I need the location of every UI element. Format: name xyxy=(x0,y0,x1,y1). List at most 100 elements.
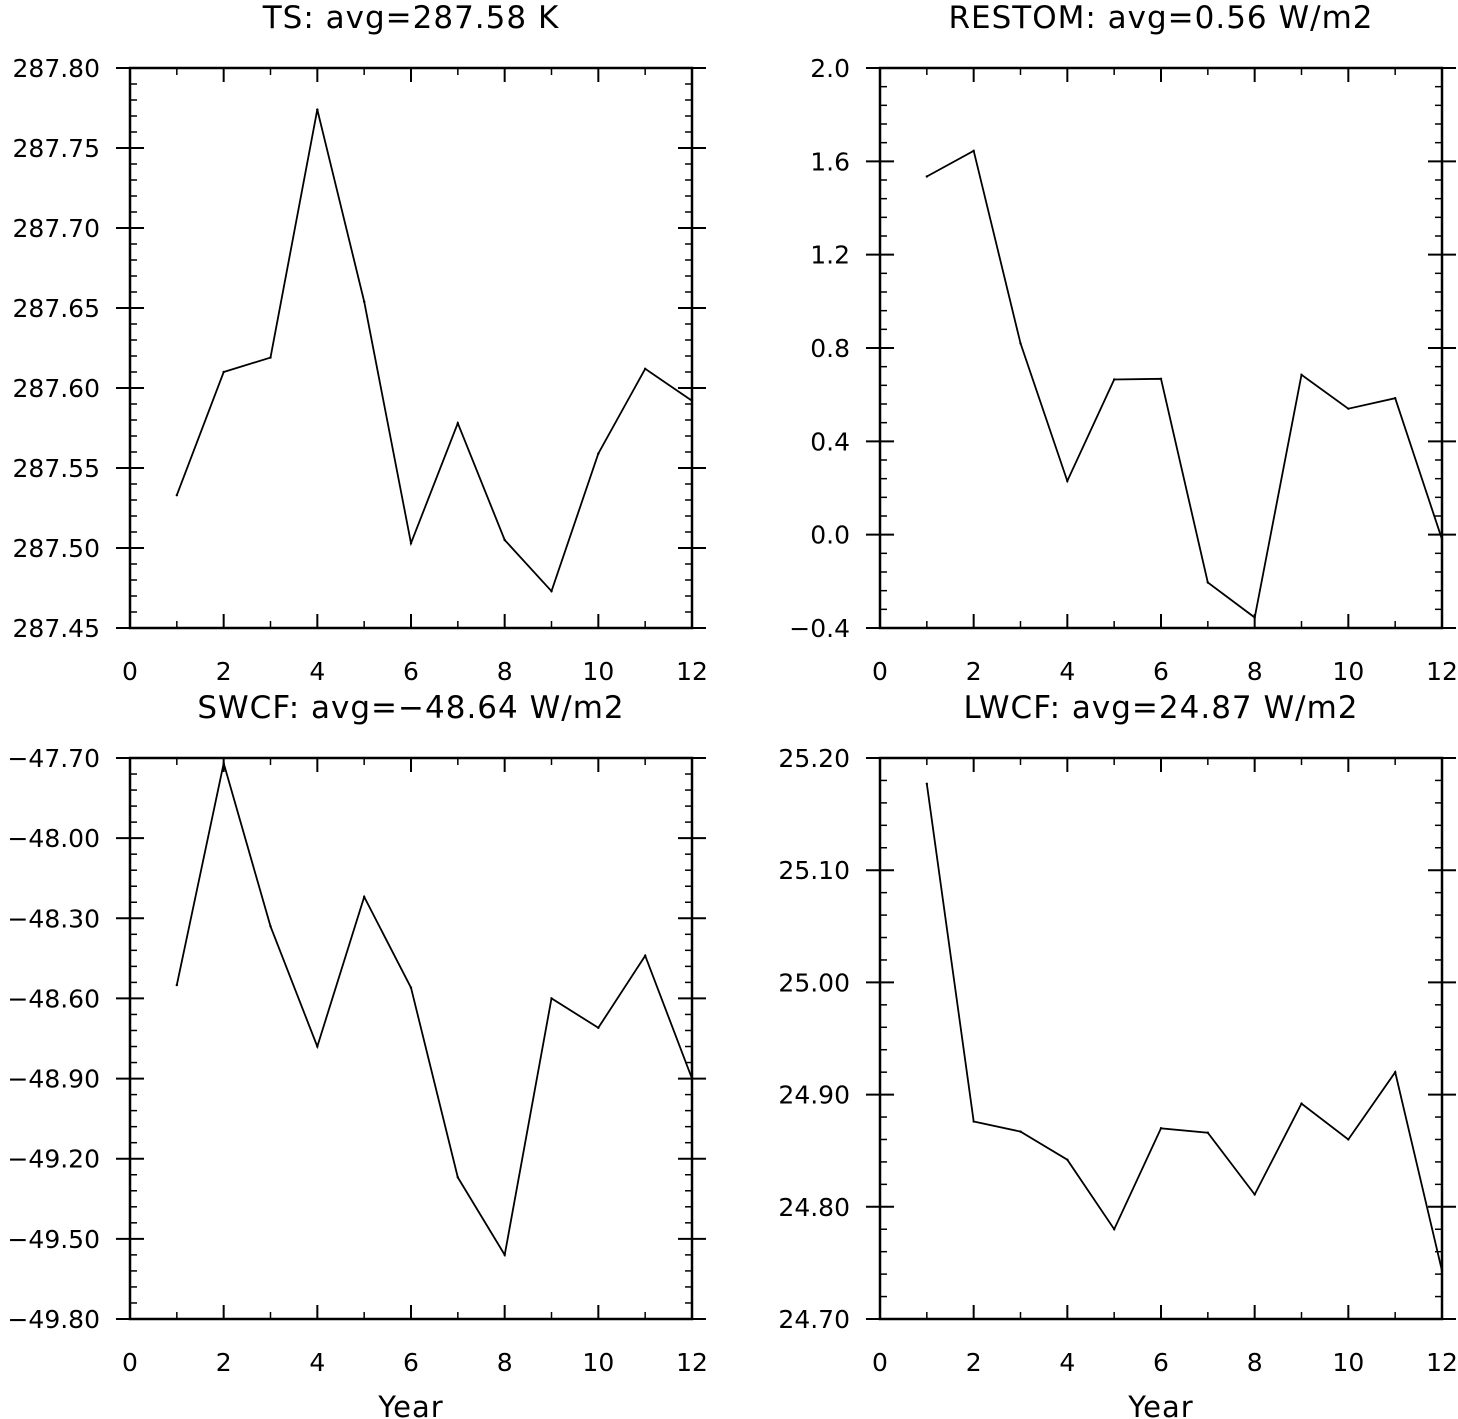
data-point xyxy=(550,590,553,593)
y-tick-label: 1.2 xyxy=(810,241,850,270)
data-point xyxy=(925,175,929,178)
x-tick-label: 4 xyxy=(1059,1348,1075,1377)
x-axis-label: Year xyxy=(1127,1390,1193,1419)
x-tick-label: 4 xyxy=(309,1348,325,1377)
data-point xyxy=(1253,1193,1256,1196)
y-tick-label: 2.0 xyxy=(810,54,850,83)
data-point xyxy=(409,986,413,989)
panel-title-swcf: SWCF: avg=−48.64 W/m2 xyxy=(197,690,624,726)
data-point xyxy=(1206,581,1210,584)
plot-frame-restom xyxy=(878,66,1444,630)
data-point xyxy=(1206,1131,1210,1134)
y-tick-label: −49.20 xyxy=(7,1145,100,1174)
data-point xyxy=(503,538,506,542)
data-point xyxy=(972,1120,975,1123)
data-point xyxy=(362,300,366,303)
data-point xyxy=(362,895,366,899)
data-point xyxy=(1300,373,1303,377)
x-tick-label: 12 xyxy=(676,657,708,686)
y-tick-label: 0.8 xyxy=(810,334,850,363)
x-tick-label: 12 xyxy=(676,1348,708,1377)
x-axis-label: Year xyxy=(377,1390,443,1419)
data-point xyxy=(1112,378,1116,381)
y-tick-label: 25.00 xyxy=(778,968,850,997)
y-tick-label: −48.00 xyxy=(7,824,100,853)
data-point xyxy=(643,367,647,370)
data-point xyxy=(222,762,225,765)
y-tick-label: 25.10 xyxy=(778,856,850,885)
y-tick-label: 287.55 xyxy=(13,454,100,483)
data-point xyxy=(409,542,413,545)
data-point xyxy=(222,370,225,374)
y-tick-label: 287.45 xyxy=(13,614,100,643)
y-tick-label: −48.90 xyxy=(7,1065,100,1094)
x-tick-label: 12 xyxy=(1426,1348,1458,1377)
data-point xyxy=(690,1077,694,1080)
y-tick-label: 287.80 xyxy=(13,54,100,83)
data-point xyxy=(690,399,694,402)
data-point xyxy=(1253,616,1256,619)
data-point xyxy=(1393,1070,1397,1074)
panel-lwcf: LWCF: avg=24.87 W/m2 0 2 4 6 8 10 12 24.70 24.80 2… xyxy=(778,690,1457,1419)
data-point xyxy=(1112,1228,1116,1231)
y-tick-label: −49.80 xyxy=(7,1305,100,1334)
series-line-lwcf xyxy=(925,783,1443,1272)
x-tick-label: 8 xyxy=(497,657,513,686)
data-point xyxy=(1440,1269,1444,1272)
data-point xyxy=(1347,407,1350,410)
x-tick-label: 6 xyxy=(403,657,419,686)
x-tick-label: 10 xyxy=(1332,657,1364,686)
y-tick-label: −0.4 xyxy=(789,614,850,643)
data-point xyxy=(643,954,647,957)
x-tick-label: 10 xyxy=(582,657,614,686)
y-tick-label: 25.20 xyxy=(778,744,850,773)
y-tick-label: 0.4 xyxy=(810,427,850,456)
y-tick-label: 0.0 xyxy=(810,521,850,550)
x-tick-label: 8 xyxy=(1247,657,1263,686)
data-point xyxy=(456,1176,460,1179)
data-point xyxy=(1066,479,1069,483)
data-point xyxy=(269,356,272,359)
x-tick-label: 6 xyxy=(403,1348,419,1377)
panel-restom: RESTOM: avg=0.56 W/m2 0 2 4 6 8 10 12 −0.4 0.0 0.4… xyxy=(789,0,1458,686)
data-point xyxy=(925,782,929,786)
data-point xyxy=(550,997,553,1000)
data-point xyxy=(1019,342,1022,345)
panel-title-lwcf: LWCF: avg=24.87 W/m2 xyxy=(963,690,1358,726)
x-tick-label: 2 xyxy=(966,657,982,686)
x-tick-label: 0 xyxy=(872,1348,888,1377)
data-point xyxy=(316,1045,319,1048)
data-point xyxy=(456,422,460,425)
y-tick-label: 1.6 xyxy=(810,147,850,176)
data-point xyxy=(1440,538,1444,541)
data-point xyxy=(1393,396,1397,400)
data-point xyxy=(1159,377,1163,380)
data-point xyxy=(1066,1158,1069,1161)
y-tick-label: −49.50 xyxy=(7,1225,100,1254)
y-tick-label: 287.60 xyxy=(13,374,100,403)
data-point xyxy=(1159,1127,1163,1130)
data-point xyxy=(1019,1130,1022,1133)
data-point xyxy=(316,108,319,111)
x-tick-label: 0 xyxy=(122,657,138,686)
x-tick-label: 4 xyxy=(309,657,325,686)
x-tick-label: 6 xyxy=(1153,1348,1169,1377)
series-line-swcf xyxy=(175,763,693,1258)
data-point xyxy=(972,149,975,153)
x-tick-label: 4 xyxy=(1059,657,1075,686)
y-tick-label: 287.75 xyxy=(13,134,100,163)
plot-frame-swcf xyxy=(128,756,694,1321)
data-point xyxy=(175,494,179,497)
data-point xyxy=(503,1253,506,1257)
panel-swcf: SWCF: avg=−48.64 W/m2 0 2 4 6 8 10 12 −49.80 −49.… xyxy=(7,690,707,1419)
series-line-ts xyxy=(175,109,693,593)
x-tick-label: 2 xyxy=(216,657,232,686)
y-tick-label: −48.60 xyxy=(7,984,100,1013)
y-tick-label: 24.90 xyxy=(778,1081,850,1110)
x-tick-label: 2 xyxy=(966,1348,982,1377)
panel-title-restom: RESTOM: avg=0.56 W/m2 xyxy=(948,0,1373,36)
y-tick-label: 24.80 xyxy=(778,1193,850,1222)
y-tick-label: 287.50 xyxy=(13,534,100,563)
x-tick-label: 0 xyxy=(122,1348,138,1377)
